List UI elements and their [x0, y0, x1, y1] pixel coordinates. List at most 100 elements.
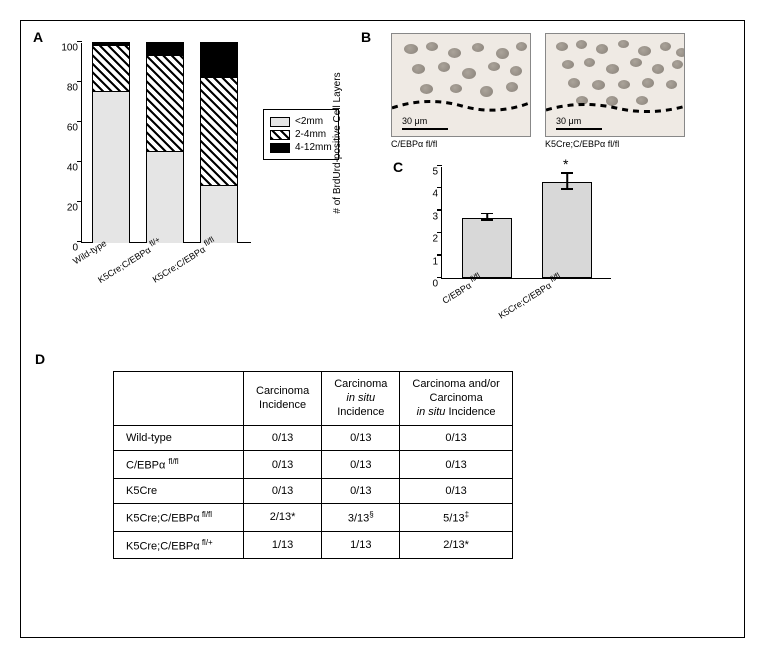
table-row: K5Cre;C/EBPα fl/+1/131/132/13*: [114, 531, 513, 559]
cell-nucleus: [592, 80, 605, 90]
micrograph-2: 30 μm: [545, 33, 685, 137]
significance-marker: *: [563, 156, 568, 172]
cell-nucleus: [516, 42, 527, 51]
scale-bar: [402, 128, 448, 130]
micrograph-1: 30 μm: [391, 33, 531, 137]
bar: [542, 182, 592, 278]
scale-bar-text: 30 μm: [556, 116, 581, 126]
ytick-mark: [77, 201, 82, 203]
ytick-label: 2: [424, 234, 438, 245]
micrograph-2-caption: K5Cre;C/EBPα fl/fl: [545, 139, 685, 149]
legend-item: 4-12mm: [270, 142, 332, 153]
micrograph-1-caption: C/EBPα fl/fl: [391, 139, 531, 149]
cell-nucleus: [576, 40, 587, 49]
error-bar: [486, 218, 488, 221]
ytick-label: 5: [424, 167, 438, 178]
ytick-mark: [437, 187, 442, 189]
ytick-label: 3: [424, 211, 438, 222]
legend-label: 2-4mm: [295, 129, 326, 140]
data-cell: 1/13: [322, 531, 400, 559]
cell-nucleus: [618, 80, 630, 89]
ytick-label: 80: [54, 83, 78, 94]
ytick-mark: [77, 81, 82, 83]
ytick-label: 20: [54, 203, 78, 214]
cell-nucleus: [412, 64, 425, 74]
ytick-mark: [437, 209, 442, 211]
legend-swatch-mid: [270, 130, 290, 140]
cell-nucleus: [472, 43, 484, 52]
data-cell: 0/13: [244, 478, 322, 503]
legend-label: <2mm: [295, 116, 323, 127]
bar-segment: [201, 185, 237, 243]
cell-nucleus: [652, 64, 664, 74]
table-header-cell: Carcinomain situIncidence: [322, 372, 400, 426]
micrograph-container: 30 μm C/EBPα fl/fl: [391, 33, 531, 149]
ytick-label: 0: [54, 243, 78, 254]
cell-nucleus: [488, 62, 500, 71]
cell-nucleus: [404, 44, 418, 54]
basement-membrane-line: [392, 92, 530, 116]
bar-segment: [201, 43, 237, 77]
panel-bc-column: B 30 μm C/EBPα fl/fl: [351, 29, 734, 329]
table-header-cell: Carcinoma and/orCarcinomain situ Inciden…: [400, 372, 512, 426]
table-row: C/EBPα fl/fl0/130/130/13: [114, 451, 513, 479]
table-header-row: CarcinomaIncidenceCarcinomain situIncide…: [114, 372, 513, 426]
micrograph-container: 30 μm K5Cre;C/EBPα fl/fl: [545, 33, 685, 149]
data-cell: 5/13‡: [400, 503, 512, 531]
cell-nucleus: [672, 60, 683, 69]
cell-nucleus: [556, 42, 568, 51]
row-label-cell: K5Cre;C/EBPα fl/fl: [114, 503, 244, 531]
ytick-label: 100: [54, 43, 78, 54]
ytick-label: 4: [424, 189, 438, 200]
cell-nucleus: [618, 40, 629, 48]
table-row: K5Cre;C/EBPα fl/fl2/13*3/13§5/13‡: [114, 503, 513, 531]
panel-a-label: A: [33, 29, 43, 45]
row-label-cell: K5Cre;C/EBPα fl/+: [114, 531, 244, 559]
ytick-label: 40: [54, 163, 78, 174]
scale-bar: [556, 128, 602, 130]
bar-segment: [93, 45, 129, 91]
data-cell: 1/13: [244, 531, 322, 559]
error-bar: [566, 182, 568, 190]
bar: [462, 218, 512, 278]
ytick-mark: [77, 41, 82, 43]
panel-d: D CarcinomaIncidenceCarcinomain situInci…: [33, 351, 732, 559]
cell-nucleus: [584, 58, 595, 67]
basement-membrane-line: [546, 92, 684, 116]
cell-nucleus: [506, 82, 518, 92]
panel-d-label: D: [35, 351, 734, 367]
cell-nucleus: [496, 48, 509, 59]
cell-nucleus: [462, 68, 476, 79]
cell-nucleus: [562, 60, 574, 69]
data-cell: 0/13: [322, 426, 400, 451]
error-bar: [566, 174, 568, 182]
ytick-mark: [437, 277, 442, 279]
micrograph-row: 30 μm C/EBPα fl/fl 30 μm K5Cre;C/EBPα fl…: [391, 33, 685, 149]
data-cell: 2/13*: [400, 531, 512, 559]
ytick-mark: [437, 254, 442, 256]
table-header-cell: [114, 372, 244, 426]
data-cell: 0/13: [244, 451, 322, 479]
legend-item: <2mm: [270, 116, 332, 127]
ytick-mark: [437, 165, 442, 167]
data-cell: 0/13: [400, 478, 512, 503]
ytick-label: 1: [424, 256, 438, 267]
cell-nucleus: [596, 44, 608, 54]
cell-nucleus: [510, 66, 522, 76]
legend-label: 4-12mm: [295, 142, 332, 153]
scale-bar-text: 30 μm: [402, 116, 427, 126]
cell-nucleus: [606, 64, 619, 74]
data-cell: 0/13: [244, 426, 322, 451]
legend-item: 2-4mm: [270, 129, 332, 140]
xtick-label: K5Cre;C/EBPα fl/fl: [495, 271, 564, 321]
chart-c: # of BrdUrd-positive Cell Layers 012345C…: [441, 167, 611, 279]
table-row: Wild-type0/130/130/13: [114, 426, 513, 451]
row-label-cell: Wild-type: [114, 426, 244, 451]
bar-segment: [147, 55, 183, 151]
row-label-cell: K5Cre: [114, 478, 244, 503]
error-cap: [481, 213, 493, 215]
legend-swatch-lt2: [270, 117, 290, 127]
cell-nucleus: [638, 46, 651, 56]
ytick-mark: [77, 161, 82, 163]
cell-nucleus: [448, 48, 461, 58]
